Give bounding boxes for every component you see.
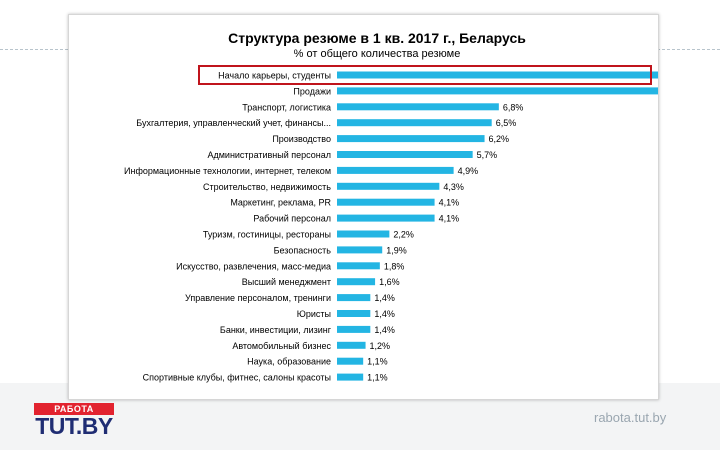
value-label: 1,8% [384,261,405,271]
bar [337,71,658,79]
bar [337,182,440,190]
bar [337,246,383,254]
value-label: 4,9% [458,166,479,176]
value-label: 4,1% [439,198,460,208]
bar [337,119,492,127]
category-label: Наука, образование [247,357,331,367]
bar [337,151,473,158]
category-label: Автомобильный бизнес [232,341,331,351]
value-label: 1,1% [367,357,388,367]
value-label: 1,9% [386,245,407,255]
bar [337,87,658,95]
value-label: 1,4% [374,293,395,303]
category-label: Туризм, гостиницы, рестораны [203,230,331,240]
chart-slide: Структура резюме в 1 кв. 2017 г., Белару… [68,14,659,400]
value-label: 4,1% [439,214,460,224]
value-label: 6,2% [489,134,510,144]
dashed-divider-right [657,49,720,50]
category-label: Спортивные клубы, фитнес, салоны красоты [143,373,331,383]
bar [337,310,371,317]
category-label: Управление персоналом, тренинги [185,293,331,303]
category-label: Рабочий персонал [253,214,331,224]
category-label: Административный персонал [207,150,331,160]
bar [337,214,435,222]
value-label: 2,2% [393,230,414,240]
bar [337,230,390,238]
value-label: 1,6% [379,277,400,287]
dashed-divider-left [0,49,68,50]
value-label: 5,7% [477,150,498,160]
bar [337,103,499,111]
value-label: 4,3% [443,182,464,192]
category-label: Строительство, недвижимость [203,182,331,192]
highlight-box [198,65,652,85]
category-label: Продажи [293,86,331,96]
category-label: Безопасность [274,245,332,255]
category-label: Высший менеджмент [242,277,331,287]
bar [337,166,454,174]
bar-chart: Структура резюме в 1 кв. 2017 г., Белару… [124,30,658,383]
value-label: 6,8% [503,102,524,112]
bars-layer: Начало карьеры, студенты23,2%Продажи16,0… [124,65,658,383]
logo-top-text: РАБОТА [34,403,114,415]
site-url[interactable]: rabota.tut.by [594,410,667,425]
category-label: Бухгалтерия, управленческий учет, финанс… [136,118,331,128]
bar [337,135,485,143]
chart-subtitle: % от общего количества резюме [294,48,461,60]
bar [337,294,371,302]
bar [337,198,435,206]
bar [337,262,380,270]
category-label: Маркетинг, реклама, PR [230,198,331,208]
category-label: Банки, инвестиции, лизинг [220,325,332,335]
bar [337,325,371,333]
bar [337,341,366,349]
value-label: 1,4% [374,325,395,335]
bar [337,278,376,286]
category-label: Искусство, развлечения, масс-медиа [176,261,331,271]
category-label: Юристы [297,309,331,319]
rabota-tutby-logo[interactable]: РАБОТА TUT.BY [32,403,116,439]
category-label: Информационные технологии, интернет, тел… [124,166,331,176]
logo-main-text: TUT.BY [35,413,113,439]
category-label: Транспорт, логистика [242,102,331,112]
category-label: Производство [272,134,331,144]
chart-title: Структура резюме в 1 кв. 2017 г., Белару… [228,30,526,46]
value-label: 1,1% [367,373,388,383]
bar [337,373,364,381]
value-label: 6,5% [496,118,517,128]
bar [337,357,364,365]
category-label: Начало карьеры, студенты [218,71,331,81]
value-label: 1,4% [374,309,395,319]
value-label: 1,2% [370,341,391,351]
